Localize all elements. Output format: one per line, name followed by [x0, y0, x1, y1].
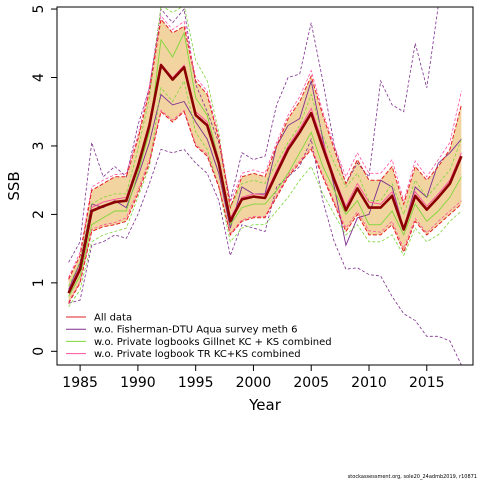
- all-data-upper-ci-line: [68, 18, 462, 280]
- series-3-upper-ci-line: [68, 14, 462, 278]
- series-line-layer: [67, 7, 463, 365]
- confidence-band: [68, 19, 462, 304]
- y-tick-label: 2: [31, 210, 47, 219]
- legend-label: w.o. Private logbooks Gillnet KC + KS co…: [94, 337, 332, 348]
- footnote: stockassessment.org, sole20_24admb2019, …: [348, 474, 477, 480]
- x-tick-label: 1990: [120, 375, 156, 391]
- series-3-lower-ci-line: [68, 109, 462, 303]
- y-tick-label: 4: [31, 73, 47, 82]
- x-tick-label: 1985: [62, 375, 98, 391]
- x-axis: 1985 1990 1995 2000 2005 2010 2015: [62, 364, 445, 391]
- y-axis: 0 1 2 3 4 5: [31, 5, 58, 356]
- y-axis-title: SSB: [5, 171, 23, 200]
- legend-label: All data: [94, 313, 132, 324]
- y-tick-label: 5: [31, 5, 47, 14]
- x-tick-label: 1995: [178, 375, 214, 391]
- x-tick-label: 2015: [409, 375, 445, 391]
- x-tick-label: 2000: [236, 375, 272, 391]
- x-tick-label: 2010: [351, 375, 387, 391]
- y-tick-label: 0: [31, 347, 47, 356]
- series-2-estimate-line: [68, 31, 462, 297]
- all-data-estimate-line: [67, 63, 463, 294]
- series-1-lower-ci-line: [68, 137, 462, 365]
- x-axis-title: Year: [248, 396, 282, 414]
- confidence-band-layer: [68, 19, 462, 304]
- legend-label: w.o. Fisherman-DTU Aqua survey meth 6: [94, 325, 297, 336]
- y-tick-label: 1: [31, 278, 47, 287]
- x-tick-label: 2005: [293, 375, 329, 391]
- legend-label: w.o. Private logbook TR KC+KS combined: [94, 349, 301, 360]
- series-1-upper-ci-line: [68, 7, 439, 263]
- all-data-lower-ci-line: [68, 110, 462, 304]
- series-2-upper-ci-line: [68, 7, 462, 287]
- y-tick-label: 3: [31, 141, 47, 150]
